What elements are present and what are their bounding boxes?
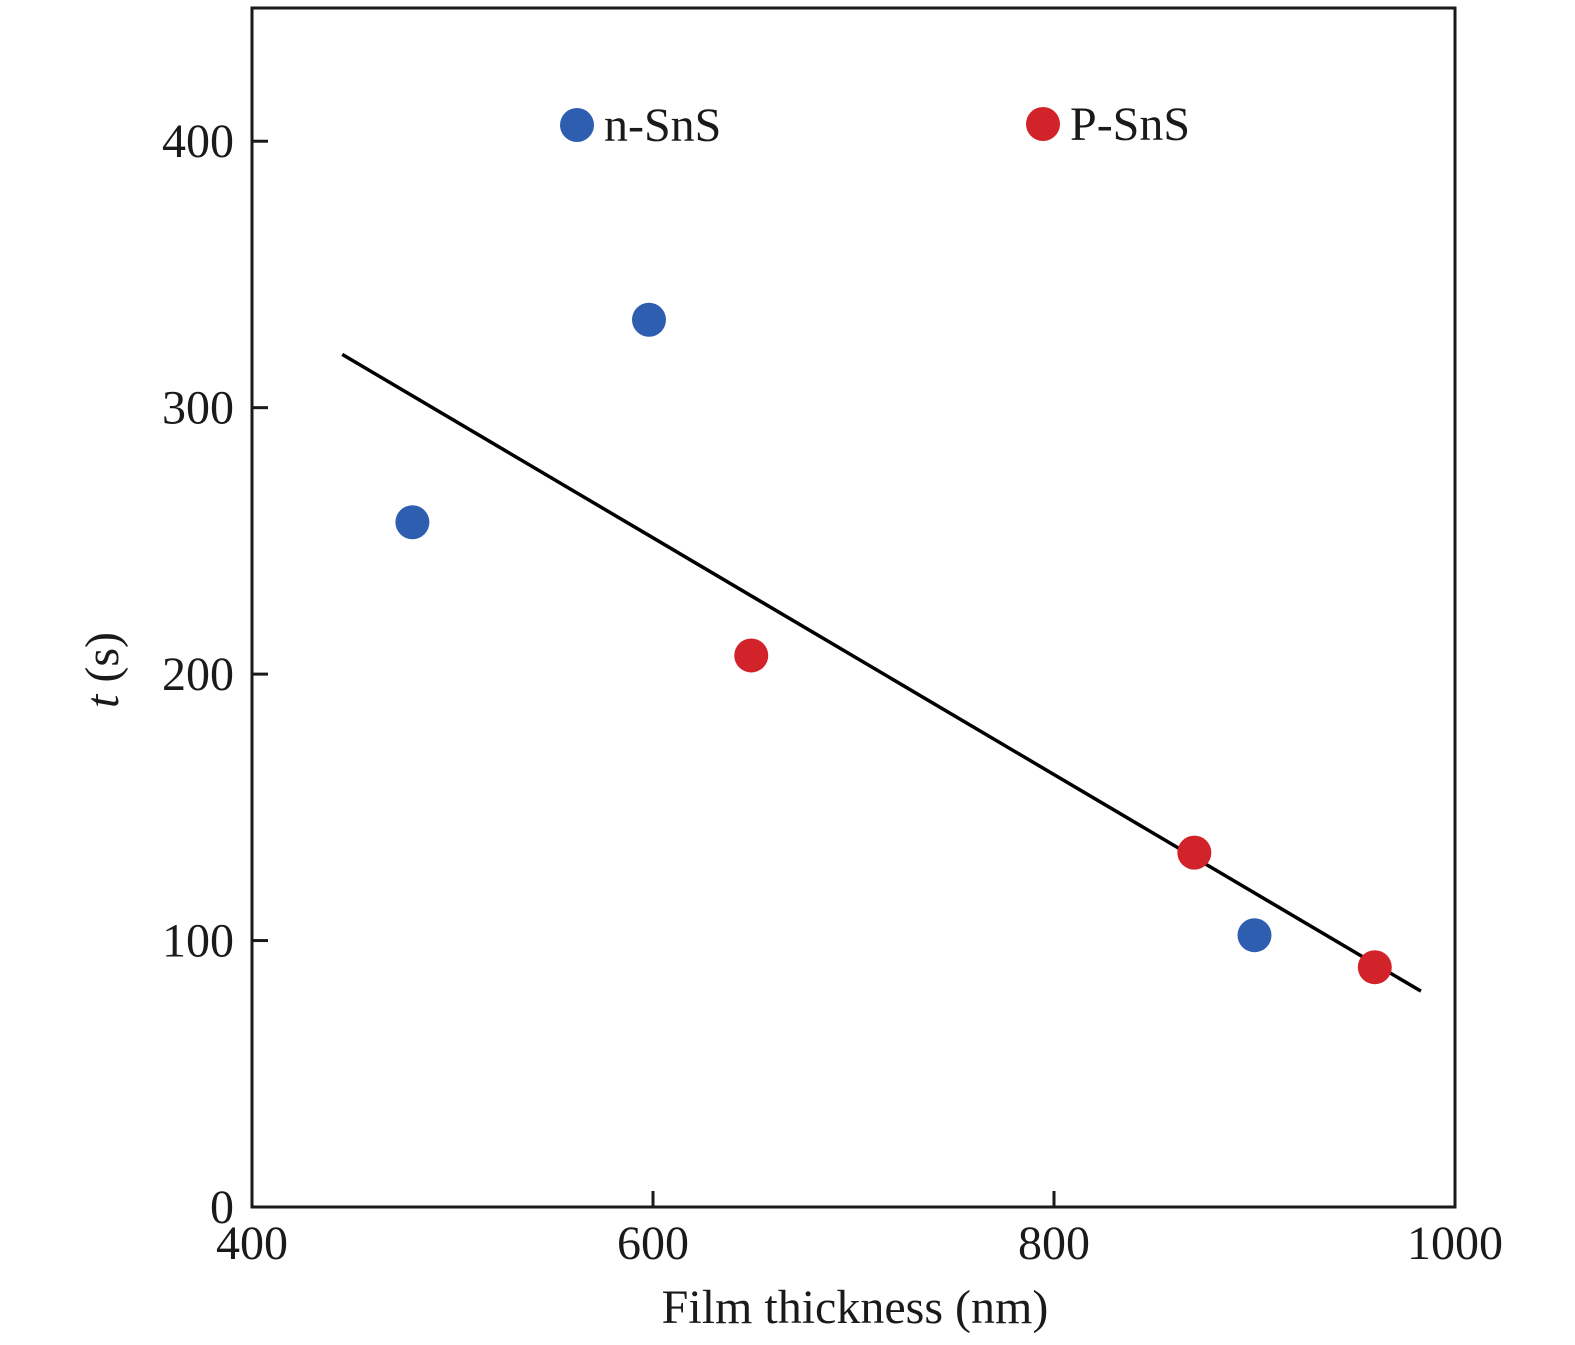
y-tick-label: 100 xyxy=(162,915,234,968)
y-axis-title: t (s) xyxy=(76,632,129,708)
x-tick-label: 600 xyxy=(617,1217,689,1270)
n-sns-point xyxy=(1237,918,1272,953)
x-tick-label: 400 xyxy=(216,1217,288,1270)
x-tick-label: 800 xyxy=(1018,1217,1090,1270)
data-points xyxy=(395,302,1392,985)
p-sns-point xyxy=(1357,950,1392,985)
p-sns-legend-marker xyxy=(1026,107,1060,141)
plot-area xyxy=(250,6,1457,1209)
x-axis-title: Film thickness (nm) xyxy=(662,1281,1049,1334)
legend: n-SnS P-SnS xyxy=(560,98,1190,152)
y-tick-label: 300 xyxy=(162,382,234,435)
y-tick-label: 0 xyxy=(210,1181,234,1234)
n-sns-legend-marker xyxy=(560,108,594,142)
p-sns-legend-label: P-SnS xyxy=(1070,98,1190,151)
y-tick-label: 200 xyxy=(162,648,234,701)
x-axis: 400 600 800 1000 xyxy=(216,1191,1503,1270)
y-axis-title-italic: t xyxy=(76,693,129,708)
y-tick-label: 400 xyxy=(162,115,234,168)
fit-line xyxy=(341,352,1422,993)
n-sns-point xyxy=(631,302,666,337)
y-axis-title-unit: (s) xyxy=(76,632,129,695)
y-axis: 0 100 200 300 400 xyxy=(162,115,268,1234)
p-sns-point xyxy=(1177,835,1212,870)
x-tick-label: 1000 xyxy=(1407,1217,1503,1270)
p-sns-point xyxy=(734,638,769,673)
n-sns-point xyxy=(395,505,430,540)
n-sns-legend-label: n-SnS xyxy=(604,99,721,152)
